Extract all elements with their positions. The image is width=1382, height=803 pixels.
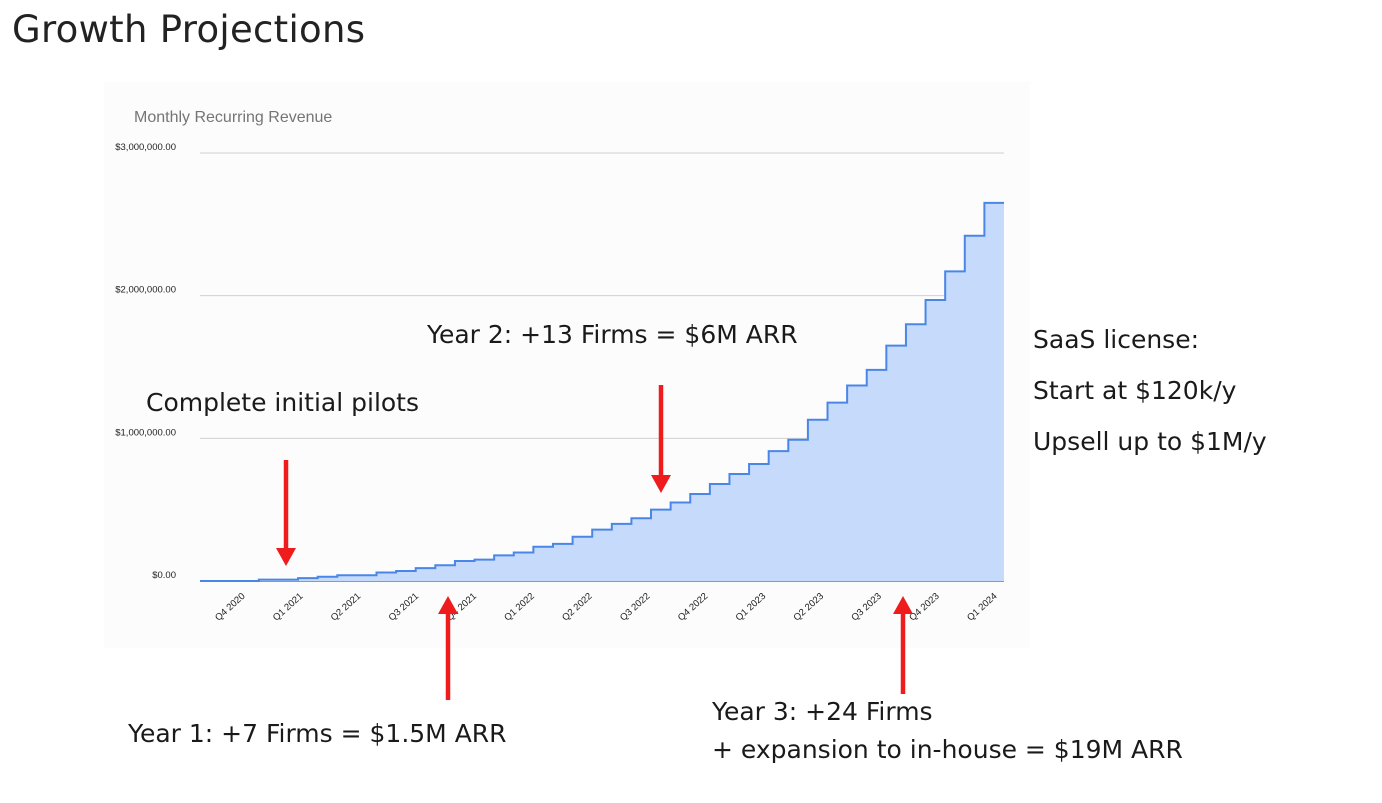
annotation-year-3-line-2: + expansion to in-house = $19M ARR: [712, 735, 1183, 764]
mrr-chart-svg: Monthly Recurring Revenue $0.00 $1,000,000…: [115, 109, 1004, 623]
mrr-chart: Monthly Recurring Revenue $0.00 $1,000,000…: [104, 82, 1030, 648]
page-title: Growth Projections: [12, 8, 366, 51]
series-area-fill: [200, 202, 1004, 581]
chart-title: Monthly Recurring Revenue: [134, 109, 332, 126]
saas-license-heading: SaaS license:: [1033, 325, 1200, 354]
annotation-year-3-line-1: Year 3: +24 Firms: [712, 697, 933, 726]
y-tick-label: $1,000,000.00: [115, 427, 176, 438]
saas-license-upsell: Upsell up to $1M/y: [1033, 427, 1267, 456]
annotation-year-1: Year 1: +7 Firms = $1.5M ARR: [128, 719, 507, 748]
arrow-pilots-icon: [276, 460, 296, 566]
arrow-year-2-icon: [651, 385, 671, 493]
y-tick-label: $3,000,000.00: [115, 142, 176, 153]
annotation-complete-pilots: Complete initial pilots: [146, 388, 420, 417]
y-tick-label: $0.00: [152, 570, 176, 581]
arrow-year-1-icon: [438, 596, 458, 700]
y-tick-label: $2,000,000.00: [115, 285, 176, 296]
saas-license-start: Start at $120k/y: [1033, 376, 1237, 405]
annotation-year-2: Year 2: +13 Firms = $6M ARR: [427, 320, 798, 349]
arrow-year-3-icon: [893, 596, 913, 694]
